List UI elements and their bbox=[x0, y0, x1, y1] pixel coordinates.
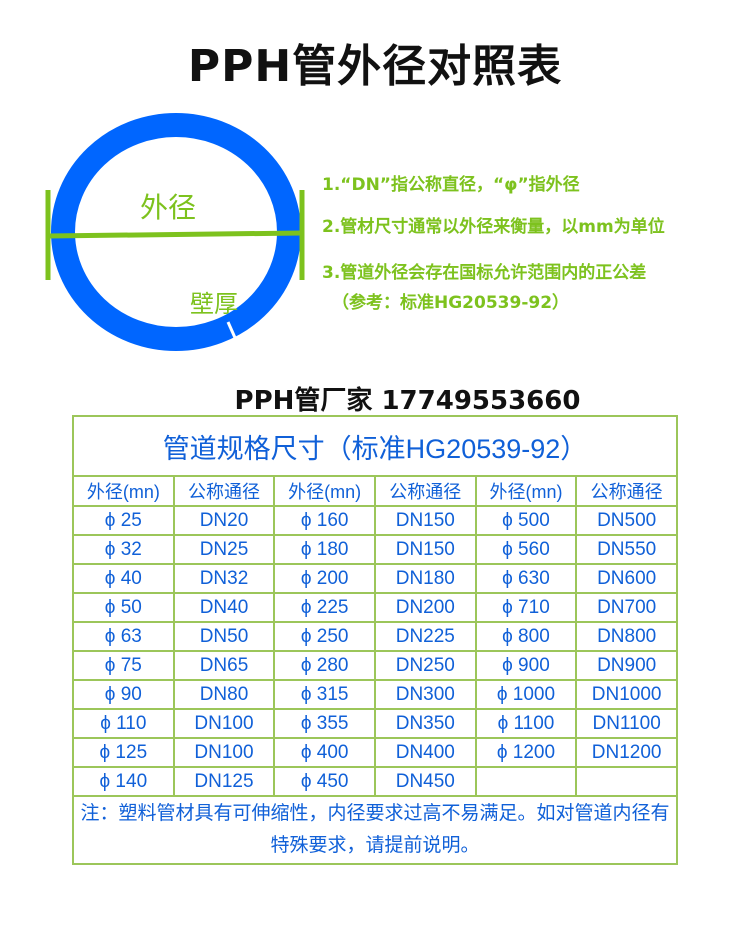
nominal-diameter-cell bbox=[575, 766, 678, 797]
outer-diameter-cell: ϕ 800 bbox=[474, 621, 578, 652]
nominal-diameter-cell: DN25 bbox=[172, 534, 276, 565]
column-header: 公称通径 bbox=[172, 475, 276, 507]
nominal-diameter-cell: DN80 bbox=[172, 679, 276, 710]
nominal-diameter-cell: DN700 bbox=[575, 592, 678, 623]
table-row: ϕ 25 DN20 ϕ 160 DN150 ϕ 500 DN500 bbox=[72, 505, 678, 536]
outer-diameter-cell: ϕ 450 bbox=[273, 766, 376, 797]
outer-diameter-cell: ϕ 50 bbox=[72, 592, 175, 623]
outer-diameter-cell: ϕ 63 bbox=[72, 621, 175, 652]
wall-thickness-label: 壁厚 bbox=[190, 290, 238, 318]
table-row: ϕ 63 DN50 ϕ 250 DN225 ϕ 800 DN800 bbox=[72, 621, 678, 652]
pipe-spec-table: 管道规格尺寸（标准HG20539-92） 外径(mn) 公称通径 外径(mn) 公称通… bbox=[72, 415, 678, 865]
nominal-diameter-cell: DN40 bbox=[172, 592, 276, 623]
outer-diameter-cell: ϕ 160 bbox=[273, 505, 376, 536]
nominal-diameter-cell: DN450 bbox=[373, 766, 477, 797]
table-row: ϕ 50 DN40 ϕ 225 DN200 ϕ 710 DN700 bbox=[72, 592, 678, 623]
outer-diameter-cell: ϕ 1100 bbox=[474, 708, 578, 739]
table-row: ϕ 75 DN65 ϕ 280 DN250 ϕ 900 DN900 bbox=[72, 650, 678, 681]
outer-diameter-cell: ϕ 125 bbox=[72, 737, 175, 768]
note-3: 3.管道外径会存在国标允许范围内的正公差 bbox=[322, 263, 647, 283]
page-title: PPH管外径对照表 bbox=[187, 41, 563, 92]
outer-diameter-cell: ϕ 900 bbox=[474, 650, 578, 681]
nominal-diameter-cell: DN65 bbox=[172, 650, 276, 681]
table-note: 注：塑料管材具有可伸缩性，内径要求过高不易满足。如对管道内径有特殊要求，请提前说… bbox=[72, 795, 678, 865]
nominal-diameter-cell: DN1200 bbox=[575, 737, 678, 768]
outer-diameter-cell: ϕ 75 bbox=[72, 650, 175, 681]
table-row: ϕ 110 DN100 ϕ 355 DN350 ϕ 1100 DN1100 bbox=[72, 708, 678, 739]
pipe-diagram bbox=[45, 113, 305, 351]
outer-diameter-cell: ϕ 40 bbox=[72, 563, 175, 594]
outer-diameter-cell: ϕ 560 bbox=[474, 534, 578, 565]
nominal-diameter-cell: DN125 bbox=[172, 766, 276, 797]
nominal-diameter-cell: DN900 bbox=[575, 650, 678, 681]
column-header: 公称通径 bbox=[575, 475, 678, 507]
nominal-diameter-cell: DN1000 bbox=[575, 679, 678, 710]
outer-diameter-cell: ϕ 280 bbox=[273, 650, 376, 681]
outer-diameter-cell: ϕ 90 bbox=[72, 679, 175, 710]
table-row: ϕ 90 DN80 ϕ 315 DN300 ϕ 1000 DN1000 bbox=[72, 679, 678, 710]
note-3-reference: （参考：标准HG20539-92） bbox=[332, 293, 570, 313]
table-row: ϕ 140 DN125 ϕ 450 DN450 bbox=[72, 766, 678, 797]
outer-diameter-cell: ϕ 500 bbox=[474, 505, 578, 536]
nominal-diameter-cell: DN100 bbox=[172, 737, 276, 768]
nominal-diameter-cell: DN600 bbox=[575, 563, 678, 594]
nominal-diameter-cell: DN150 bbox=[373, 505, 477, 536]
column-header: 外径(mn) bbox=[273, 475, 376, 507]
outer-diameter-cell: ϕ 355 bbox=[273, 708, 376, 739]
nominal-diameter-cell: DN200 bbox=[373, 592, 477, 623]
nominal-diameter-cell: DN100 bbox=[172, 708, 276, 739]
nominal-diameter-cell: DN32 bbox=[172, 563, 276, 594]
nominal-diameter-cell: DN800 bbox=[575, 621, 678, 652]
outer-diameter-label: 外径 bbox=[140, 191, 197, 224]
nominal-diameter-cell: DN250 bbox=[373, 650, 477, 681]
column-header: 外径(mn) bbox=[474, 475, 578, 507]
table-row: ϕ 125 DN100 ϕ 400 DN400 ϕ 1200 DN1200 bbox=[72, 737, 678, 768]
nominal-diameter-cell: DN20 bbox=[172, 505, 276, 536]
nominal-diameter-cell: DN225 bbox=[373, 621, 477, 652]
outer-diameter-cell: ϕ 225 bbox=[273, 592, 376, 623]
diameter-line bbox=[47, 230, 303, 239]
nominal-diameter-cell: DN350 bbox=[373, 708, 477, 739]
table-caption: 管道规格尺寸（标准HG20539-92） bbox=[72, 415, 678, 477]
outer-diameter-cell: ϕ 32 bbox=[72, 534, 175, 565]
wall-gap-mark bbox=[226, 321, 238, 341]
outer-diameter-cell: ϕ 25 bbox=[72, 505, 175, 536]
nominal-diameter-cell: DN180 bbox=[373, 563, 477, 594]
column-header: 公称通径 bbox=[373, 475, 477, 507]
table-row: ϕ 40 DN32 ϕ 200 DN180 ϕ 630 DN600 bbox=[72, 563, 678, 594]
note-1: 1.“DN”指公称直径，“φ”指外径 bbox=[322, 175, 580, 195]
outer-diameter-cell: ϕ 200 bbox=[273, 563, 376, 594]
outer-diameter-cell: ϕ 630 bbox=[474, 563, 578, 594]
nominal-diameter-cell: DN150 bbox=[373, 534, 477, 565]
outer-diameter-cell: ϕ 315 bbox=[273, 679, 376, 710]
outer-diameter-cell: ϕ 710 bbox=[474, 592, 578, 623]
nominal-diameter-cell: DN500 bbox=[575, 505, 678, 536]
nominal-diameter-cell: DN1100 bbox=[575, 708, 678, 739]
outer-diameter-cell: ϕ 250 bbox=[273, 621, 376, 652]
outer-diameter-cell: ϕ 400 bbox=[273, 737, 376, 768]
table-row: ϕ 32 DN25 ϕ 180 DN150 ϕ 560 DN550 bbox=[72, 534, 678, 565]
header-row: 外径(mn) 公称通径 外径(mn) 公称通径 外径(mn) 公称通径 bbox=[72, 475, 678, 507]
column-header: 外径(mn) bbox=[72, 475, 175, 507]
outer-diameter-cell: ϕ 1200 bbox=[474, 737, 578, 768]
nominal-diameter-cell: DN550 bbox=[575, 534, 678, 565]
outer-diameter-cell: ϕ 110 bbox=[72, 708, 175, 739]
outer-diameter-cell bbox=[474, 766, 578, 797]
note-2: 2.管材尺寸通常以外径来衡量，以mm为单位 bbox=[322, 217, 665, 237]
outer-diameter-cell: ϕ 1000 bbox=[474, 679, 578, 710]
nominal-diameter-cell: DN300 bbox=[373, 679, 477, 710]
nominal-diameter-cell: DN50 bbox=[172, 621, 276, 652]
manufacturer-contact: PPH管厂家 17749553660 bbox=[234, 386, 581, 416]
outer-diameter-cell: ϕ 140 bbox=[72, 766, 175, 797]
nominal-diameter-cell: DN400 bbox=[373, 737, 477, 768]
outer-diameter-cell: ϕ 180 bbox=[273, 534, 376, 565]
